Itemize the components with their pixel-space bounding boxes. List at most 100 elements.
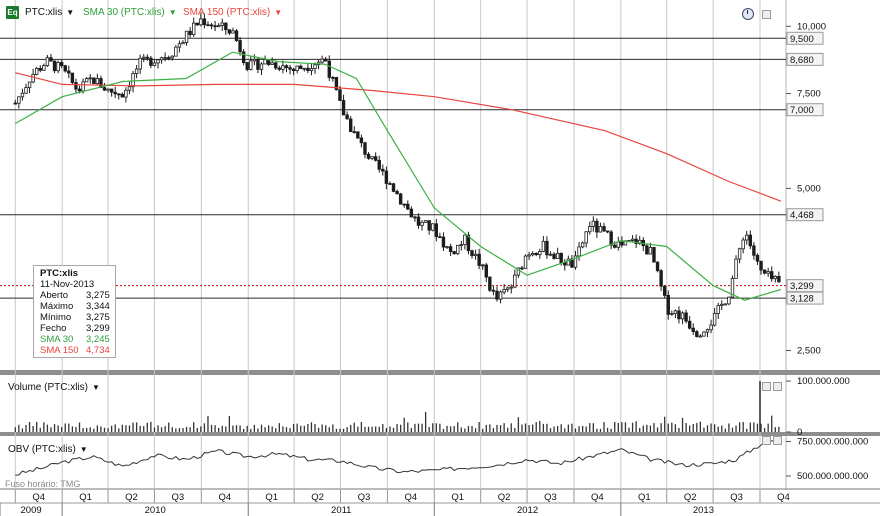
year-label: 2012 bbox=[517, 505, 538, 516]
price-tick-label: 5,000 bbox=[797, 183, 821, 194]
candle-down bbox=[356, 131, 360, 139]
candle-down bbox=[466, 234, 471, 252]
candle-up bbox=[127, 86, 132, 91]
candle-down bbox=[113, 91, 117, 95]
level-label: 3,128 bbox=[790, 294, 814, 305]
level-tag bbox=[786, 31, 824, 45]
candle-down bbox=[109, 88, 114, 93]
candle-up bbox=[573, 255, 578, 268]
candle-up bbox=[720, 303, 724, 306]
candle-down bbox=[762, 269, 767, 274]
candle-up bbox=[712, 313, 717, 326]
candle-down bbox=[413, 216, 417, 219]
quarter-label: Q2 bbox=[498, 492, 511, 503]
volume-bars-group bbox=[14, 411, 780, 432]
obv-panel-title[interactable]: OBV (PTC:xlis) ▼ bbox=[8, 444, 88, 455]
candle-down bbox=[416, 216, 421, 226]
candle-down bbox=[695, 331, 699, 337]
candle-down bbox=[13, 102, 17, 105]
candle-up bbox=[45, 57, 50, 67]
year-label: 2011 bbox=[331, 505, 351, 516]
candle-up bbox=[502, 289, 506, 293]
volume-title-label: Volume (PTC:xlis) bbox=[8, 382, 89, 393]
candle-down bbox=[92, 77, 96, 84]
quarter-label: Q3 bbox=[730, 492, 743, 503]
candle-down bbox=[70, 72, 75, 83]
quarter-label: Q2 bbox=[311, 492, 324, 503]
volume-panel-title[interactable]: Volume (PTC:xlis) ▼ bbox=[8, 382, 100, 393]
candle-down bbox=[74, 82, 78, 90]
info-row-close: Fecho 3,299 bbox=[40, 323, 115, 334]
candle-down bbox=[245, 62, 249, 70]
volume-dropdown-icon: ▼ bbox=[92, 383, 100, 392]
candle-up bbox=[580, 242, 585, 248]
candle-up bbox=[445, 246, 449, 249]
candle-up bbox=[516, 267, 521, 276]
level-label: 4,468 bbox=[790, 210, 814, 221]
volume-tick-label: 0 bbox=[797, 427, 802, 438]
candle-up bbox=[541, 240, 546, 252]
candle-down bbox=[755, 254, 760, 262]
candle-down bbox=[520, 267, 524, 270]
info-value: 3,245 bbox=[86, 334, 110, 345]
quarter-label: Q2 bbox=[684, 492, 697, 503]
clock-icon[interactable] bbox=[742, 8, 754, 20]
candle-up bbox=[709, 324, 713, 331]
candle-down bbox=[406, 203, 410, 210]
quarter-label: Q4 bbox=[404, 492, 417, 503]
candle-down bbox=[613, 244, 617, 248]
candle-down bbox=[659, 270, 663, 287]
candle-down bbox=[559, 252, 563, 264]
sma30-selector[interactable]: SMA 30 (PTC:xlis) ▼ bbox=[83, 7, 177, 18]
panel-menu-icon[interactable] bbox=[762, 10, 771, 19]
obv-panel-menu-icon[interactable] bbox=[762, 436, 771, 445]
obv-panel-close-icon[interactable] bbox=[773, 436, 782, 445]
candle-down bbox=[484, 264, 488, 278]
year-label: 2010 bbox=[145, 505, 166, 516]
symbol-selector[interactable]: PTC:xlis ▼ bbox=[25, 7, 74, 18]
candle-up bbox=[124, 89, 128, 98]
candle-up bbox=[423, 220, 428, 223]
candle-down bbox=[274, 62, 278, 69]
quarter-label: Q4 bbox=[32, 492, 45, 503]
candle-up bbox=[163, 57, 167, 59]
candle-down bbox=[595, 220, 599, 233]
candle-up bbox=[181, 42, 185, 45]
candle-up bbox=[370, 156, 374, 159]
candle-down bbox=[602, 226, 606, 232]
quarter-label: Q3 bbox=[544, 492, 557, 503]
price-tick-label: 2,500 bbox=[797, 345, 821, 356]
candle-up bbox=[673, 310, 678, 314]
candle-down bbox=[209, 24, 214, 27]
volume-panel-menu-icon[interactable] bbox=[762, 382, 771, 391]
volume-panel-close-icon[interactable] bbox=[773, 382, 782, 391]
equity-badge-icon: Eq bbox=[6, 6, 19, 19]
info-row-sma150: SMA 150 4,734 bbox=[40, 345, 115, 356]
candle-down bbox=[149, 57, 153, 66]
info-row-high: Máximo 3,344 bbox=[40, 301, 115, 312]
candle-up bbox=[698, 335, 703, 338]
candle-up bbox=[513, 274, 517, 288]
year-label: 2013 bbox=[693, 505, 714, 516]
candle-down bbox=[348, 118, 353, 133]
candle-up bbox=[737, 248, 742, 260]
candle-up bbox=[177, 43, 182, 48]
sma150-selector[interactable]: SMA 150 (PTC:xlis) ▼ bbox=[183, 7, 282, 18]
candle-up bbox=[670, 313, 674, 315]
quarter-label: Q1 bbox=[79, 492, 92, 503]
candle-down bbox=[202, 18, 207, 26]
candle-up bbox=[723, 303, 728, 306]
candle-up bbox=[705, 329, 710, 333]
candle-down bbox=[384, 170, 389, 184]
candle-up bbox=[680, 312, 685, 320]
candle-up bbox=[309, 68, 314, 71]
candle-down bbox=[448, 246, 453, 252]
candle-down bbox=[488, 276, 492, 291]
candle-up bbox=[131, 73, 135, 88]
last-price-label: 3,299 bbox=[790, 281, 814, 292]
candle-up bbox=[191, 22, 196, 36]
candle-down bbox=[545, 240, 549, 256]
candle-down bbox=[491, 289, 496, 292]
candle-down bbox=[352, 131, 356, 134]
